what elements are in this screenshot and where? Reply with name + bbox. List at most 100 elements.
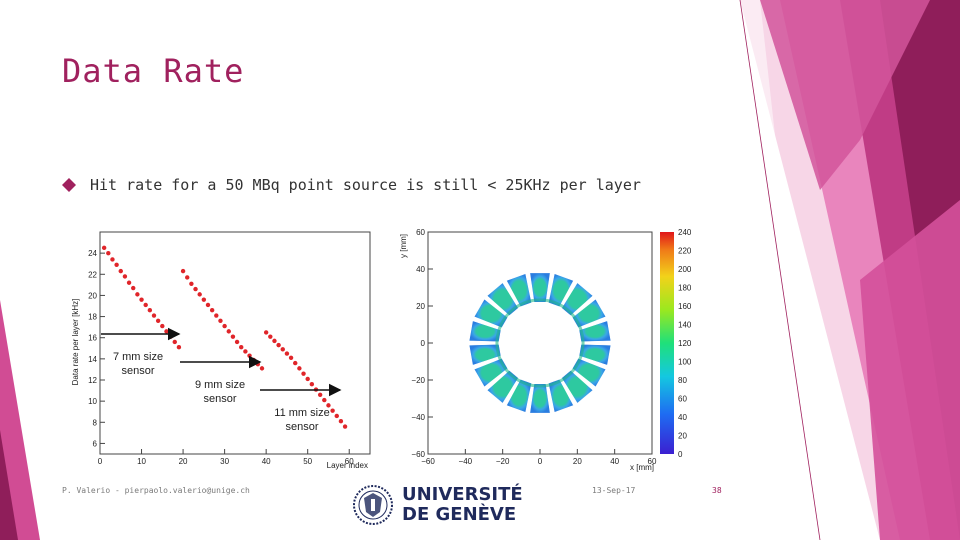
y-tick-label: 24 bbox=[88, 249, 97, 258]
page-number: 38 bbox=[712, 486, 722, 495]
data-point bbox=[106, 250, 111, 256]
footer-date: 13-Sep-17 bbox=[592, 486, 636, 495]
data-point bbox=[131, 285, 136, 291]
colorbar-tick-label: 220 bbox=[678, 247, 692, 256]
y-tick-label: 6 bbox=[93, 439, 98, 448]
y-tick-label: 14 bbox=[88, 355, 97, 364]
x-tick-label: 40 bbox=[262, 457, 271, 466]
y-tick-label: 20 bbox=[416, 302, 425, 311]
data-point bbox=[197, 292, 202, 297]
y-tick-label: 10 bbox=[88, 397, 97, 406]
colorbar-tick-label: 0 bbox=[678, 450, 683, 459]
x-axis-label: x [mm] bbox=[630, 463, 654, 472]
data-point bbox=[147, 308, 153, 313]
data-point bbox=[209, 308, 215, 313]
sensor-segment bbox=[547, 378, 575, 413]
data-point bbox=[330, 408, 335, 413]
data-point bbox=[214, 313, 219, 318]
sensor-segment bbox=[529, 383, 551, 414]
sensor-segment bbox=[505, 378, 533, 413]
diamond-bullet-icon bbox=[62, 178, 76, 192]
data-point bbox=[293, 360, 298, 366]
colorbar-tick-label: 60 bbox=[678, 395, 687, 404]
data-point bbox=[263, 330, 269, 335]
y-tick-label: −40 bbox=[411, 413, 425, 422]
sensor-segment bbox=[473, 298, 509, 329]
y-tick-label: 0 bbox=[421, 339, 426, 348]
data-point bbox=[326, 403, 331, 408]
y-tick-label: −20 bbox=[411, 376, 425, 385]
x-axis-label: Layer index bbox=[327, 461, 368, 470]
sensor-segment bbox=[468, 320, 502, 343]
annotation-7mm: 7 mm size sensor bbox=[113, 351, 163, 377]
colorbar-tick-label: 80 bbox=[678, 376, 687, 385]
plot-frame bbox=[99, 231, 371, 455]
data-point bbox=[259, 366, 265, 371]
data-point bbox=[222, 323, 227, 329]
x-tick-label: 0 bbox=[538, 457, 543, 466]
sensor-segment bbox=[571, 357, 607, 388]
data-point bbox=[185, 275, 190, 280]
university-logo: UNIVERSITÉ DE GENÈVE bbox=[352, 484, 523, 526]
sensor-segment bbox=[473, 357, 509, 388]
y-tick-label: 22 bbox=[88, 270, 97, 279]
data-point bbox=[309, 382, 315, 387]
data-point bbox=[334, 413, 339, 419]
data-point bbox=[118, 268, 123, 274]
colorbar-tick-label: 200 bbox=[678, 265, 692, 274]
data-point bbox=[205, 302, 211, 308]
x-tick-label: −20 bbox=[496, 457, 510, 466]
data-point bbox=[139, 297, 144, 302]
sensor-segment bbox=[486, 282, 519, 317]
colorbar-tick-label: 40 bbox=[678, 413, 687, 422]
data-point bbox=[338, 419, 344, 424]
sensor-segment bbox=[468, 343, 502, 366]
data-point bbox=[305, 376, 310, 382]
data-point bbox=[193, 286, 198, 292]
y-axis-label: y [mm] bbox=[399, 234, 408, 258]
data-point bbox=[226, 329, 231, 334]
inner-ring-band bbox=[495, 298, 585, 388]
data-point bbox=[160, 323, 165, 329]
data-point bbox=[151, 313, 157, 318]
sensor-segment bbox=[486, 369, 519, 404]
y-tick-label: 20 bbox=[88, 291, 97, 300]
data-point bbox=[180, 268, 186, 274]
data-point bbox=[230, 334, 236, 339]
data-point bbox=[234, 339, 240, 345]
data-point bbox=[247, 353, 252, 358]
x-tick-label: −60 bbox=[421, 457, 435, 466]
data-point bbox=[280, 347, 285, 352]
sensor-segment bbox=[505, 273, 533, 308]
y-tick-label: 60 bbox=[416, 228, 425, 237]
x-tick-label: 40 bbox=[610, 457, 619, 466]
y-tick-label: 8 bbox=[93, 418, 98, 427]
data-point bbox=[176, 345, 182, 350]
bullet-text: Hit rate for a 50 MBq point source is st… bbox=[90, 176, 641, 194]
x-tick-label: 20 bbox=[573, 457, 582, 466]
colorbar-tick-label: 100 bbox=[678, 358, 692, 367]
sensor-segment bbox=[571, 298, 607, 329]
data-rate-chart: 0 10 20 30 40 50 60 6 8 10 12 14 16 18 20 22 24 Data rat… bbox=[70, 222, 378, 474]
x-tick-label: 30 bbox=[220, 457, 229, 466]
data-point bbox=[342, 424, 348, 429]
y-tick-label: 40 bbox=[416, 265, 425, 274]
y-tick-label: 12 bbox=[88, 376, 97, 385]
data-point bbox=[168, 334, 173, 339]
university-name-line1: UNIVERSITÉ bbox=[402, 484, 523, 505]
data-point bbox=[114, 262, 119, 267]
sensor-segment bbox=[578, 320, 612, 343]
data-point bbox=[239, 345, 244, 350]
data-point bbox=[243, 349, 248, 354]
colorbar-tick-label: 160 bbox=[678, 302, 692, 311]
x-tick-label: 20 bbox=[179, 457, 188, 466]
data-point bbox=[126, 280, 132, 285]
data-point bbox=[110, 257, 115, 262]
data-point bbox=[288, 355, 294, 360]
data-point bbox=[297, 366, 302, 371]
bullet-item: Hit rate for a 50 MBq point source is st… bbox=[62, 176, 641, 194]
university-seal-icon bbox=[353, 485, 393, 525]
data-point bbox=[122, 274, 128, 279]
data-point bbox=[301, 371, 306, 376]
annotation-9mm: 9 mm size sensor bbox=[195, 379, 245, 405]
